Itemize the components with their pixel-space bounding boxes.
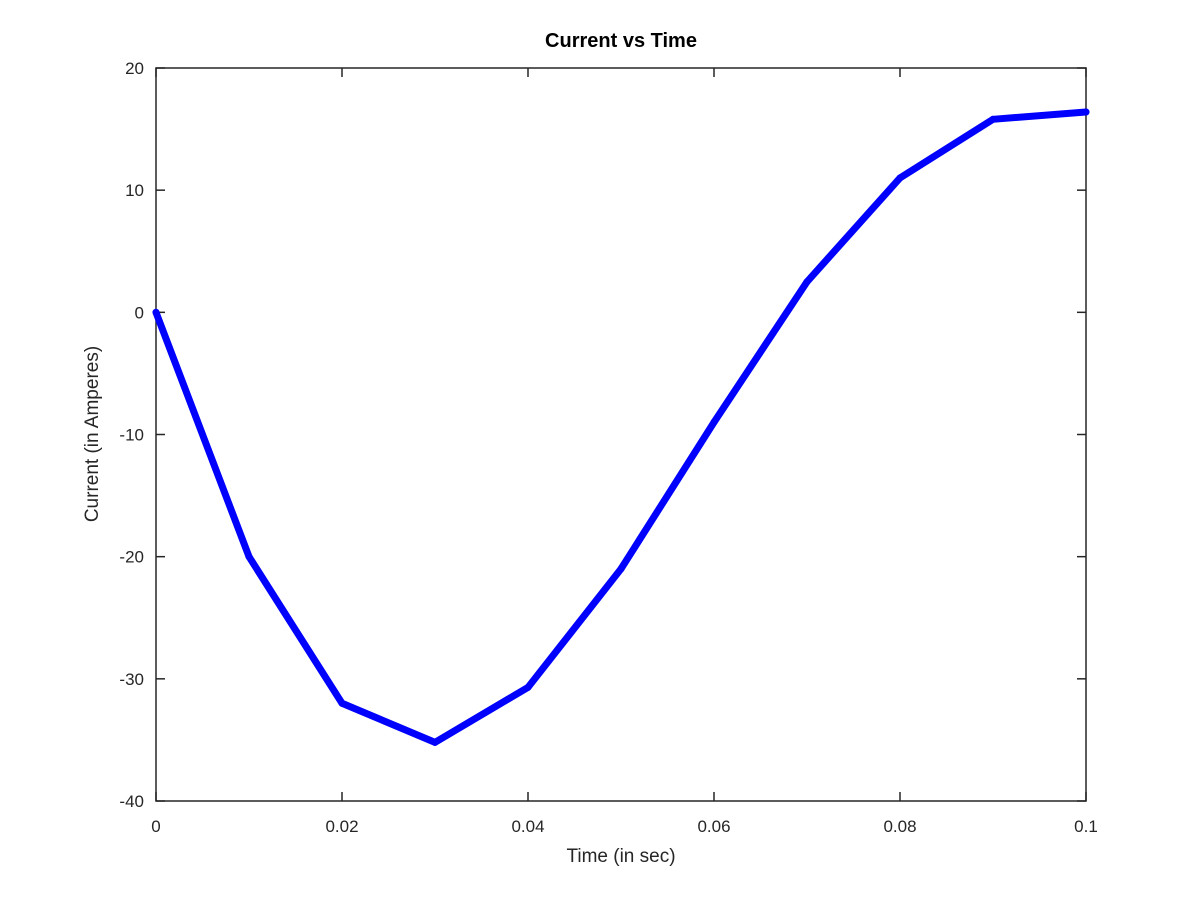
x-tick-label: 0 <box>151 817 160 836</box>
data-point <box>431 738 439 746</box>
y-tick-label: -10 <box>119 426 144 445</box>
plot-area-frame <box>155 67 1087 802</box>
x-axis-label: Time (in sec) <box>566 846 675 867</box>
y-axis-ticks: 20 10 0 -10 -20 -30 -40 <box>119 59 1086 811</box>
x-tick-label: 0.02 <box>325 817 358 836</box>
data-point <box>524 683 532 691</box>
y-axis-label: Current (in Amperes) <box>82 346 103 522</box>
x-tick-label: 0.08 <box>883 817 916 836</box>
chart-title: Current vs Time <box>545 30 697 52</box>
y-tick-label: 20 <box>125 59 144 78</box>
y-tick-label: -40 <box>119 792 144 811</box>
data-point <box>896 174 904 182</box>
data-point <box>710 418 718 426</box>
x-tick-label: 0.1 <box>1074 817 1098 836</box>
x-tick-label: 0.06 <box>697 817 730 836</box>
data-point <box>803 278 811 286</box>
y-tick-label: -20 <box>119 548 144 567</box>
data-point <box>338 699 346 707</box>
data-point <box>989 115 997 123</box>
x-axis-ticks: 0 0.02 0.04 0.06 0.08 0.1 <box>151 68 1098 836</box>
y-tick-label: -30 <box>119 670 144 689</box>
x-tick-label: 0.04 <box>511 817 544 836</box>
y-tick-label: 0 <box>135 303 144 322</box>
series-points <box>152 108 1090 746</box>
series-line-current <box>152 108 1090 746</box>
data-point <box>1082 108 1090 116</box>
y-tick-label: 10 <box>125 181 144 200</box>
data-point <box>245 553 253 561</box>
data-point <box>617 565 625 573</box>
data-point <box>152 308 160 316</box>
